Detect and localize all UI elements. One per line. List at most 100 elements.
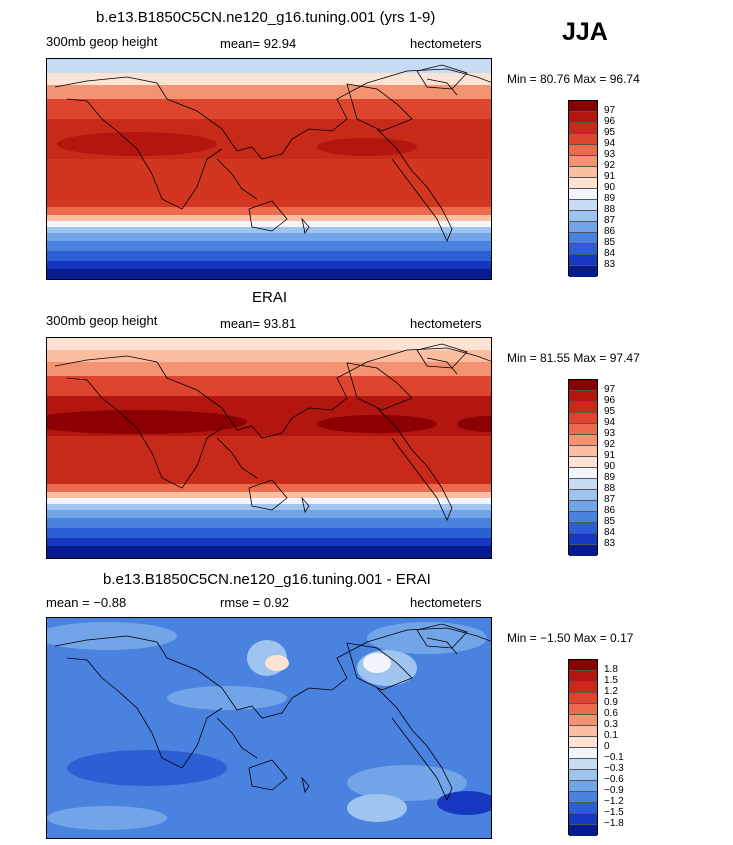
panel-2-colorbar-label: 91: [604, 450, 616, 461]
panel-3-colorbar-label: −1.2: [604, 796, 624, 807]
panel-3-minmax: Min = −1.50 Max = 0.17: [507, 631, 634, 645]
panel-2-colorbar-swatch: [569, 512, 597, 523]
panel-3-colorbar-swatch: [569, 726, 597, 737]
panel-3-colorbar-swatch: [569, 737, 597, 748]
panel-3-contour-field: [47, 618, 491, 838]
panel-3-colorbar-swatch: [569, 770, 597, 781]
panel-3-colorbar-label: −0.6: [604, 774, 624, 785]
panel-2-colorbar-label: 83: [604, 538, 616, 549]
panel-2-colorbar-swatch: [569, 402, 597, 413]
panel-3-colorbar-swatch: [569, 803, 597, 814]
panel-1-colorbar-swatch: [569, 200, 597, 211]
panel-3-colorbar-swatch: [569, 671, 597, 682]
panel-3-colorbar-label: −0.3: [604, 763, 624, 774]
panel-2-colorbar-swatch: [569, 457, 597, 468]
panel-1-colorbar-label: 92: [604, 160, 616, 171]
panel-1-colorbar-swatch: [569, 134, 597, 145]
panel-1-colorbar-swatch: [569, 233, 597, 244]
panel-1-colorbar-label: 95: [604, 127, 616, 138]
panel-3-mean: mean = −0.88: [46, 595, 127, 610]
panel-2-colorbar-swatch: [569, 501, 597, 512]
panel-1-colorbar-swatch: [569, 145, 597, 156]
panel-3-map: [46, 617, 492, 839]
panel-1-colorbar-swatch: [569, 112, 597, 123]
panel-3-colorbar-swatch: [569, 715, 597, 726]
panel-3-rmse: rmse = 0.92: [220, 595, 290, 610]
panel-1-colorbar-label: 83: [604, 259, 616, 270]
panel-1-map: [46, 58, 492, 280]
panel-3-colorbar-swatch: [569, 682, 597, 693]
panel-3-colorbar-label: 1.2: [604, 686, 618, 697]
panel-2-colorbar-swatch: [569, 391, 597, 402]
panel-1-colorbar-label: 93: [604, 149, 616, 160]
panel-2-colorbar-swatch: [569, 545, 597, 556]
panel-2-colorbar-label: 87: [604, 494, 616, 505]
panel-1-contour-field: [47, 59, 491, 279]
panel-1-colorbar-swatch: [569, 211, 597, 222]
panel-2-colorbar-label: 84: [604, 527, 616, 538]
panel-1-colorbar-swatch: [569, 123, 597, 134]
panel-2-units: hectometers: [410, 316, 482, 331]
panel-2-field-label: 300mb geop height: [46, 313, 158, 328]
panel-1-colorbar-label: 89: [604, 193, 616, 204]
panel-1-colorbar-label: 84: [604, 248, 616, 259]
panel-2-colorbar-swatch: [569, 380, 597, 391]
panel-2-colorbar-label: 85: [604, 516, 616, 527]
panel-2-colorbar-label: 89: [604, 472, 616, 483]
panel-1-colorbar-label: 91: [604, 171, 616, 182]
panel-2-colorbar-label: 93: [604, 428, 616, 439]
panel-2-colorbar-label: 86: [604, 505, 616, 516]
panel-3-colorbar-swatch: [569, 704, 597, 715]
panel-2-colorbar: [568, 379, 598, 556]
panel-1-colorbar-swatch: [569, 266, 597, 277]
panel-3-colorbar-label: 1.5: [604, 675, 618, 686]
panel-3-colorbar-swatch: [569, 693, 597, 704]
panel-3-colorbar-label: 0.9: [604, 697, 618, 708]
panel-3-colorbar: [568, 659, 598, 836]
panel-2-mean: mean= 93.81: [220, 316, 297, 331]
panel-3-colorbar-swatch: [569, 781, 597, 792]
panel-1-colorbar-swatch: [569, 178, 597, 189]
panel-1-colorbar-swatch: [569, 101, 597, 112]
panel-2-colorbar-label: 95: [604, 406, 616, 417]
panel-2-colorbar-swatch: [569, 479, 597, 490]
panel-1-colorbar-label: 88: [604, 204, 616, 215]
panel-3-colorbar-label: 0: [604, 741, 610, 752]
panel-1-colorbar-swatch: [569, 222, 597, 233]
panel-2-colorbar-label: 97: [604, 384, 616, 395]
panel-1-minmax: Min = 80.76 Max = 96.74: [507, 72, 640, 86]
panel-1-title: b.e13.B1850C5CN.ne120_g16.tuning.001 (yr…: [96, 9, 436, 26]
panel-1-colorbar-label: 85: [604, 237, 616, 248]
panel-3-title: b.e13.B1850C5CN.ne120_g16.tuning.001 - E…: [103, 571, 431, 588]
panel-3-colorbar-swatch: [569, 759, 597, 770]
panel-2-colorbar-swatch: [569, 490, 597, 501]
panel-3-colorbar-label: 1.8: [604, 664, 618, 675]
panel-2-map: [46, 337, 492, 559]
panel-3-units: hectometers: [410, 595, 482, 610]
season-label: JJA: [562, 18, 608, 46]
panel-3-colorbar-label: −1.8: [604, 818, 624, 829]
panel-1-units: hectometers: [410, 36, 482, 51]
panel-2-colorbar-label: 88: [604, 483, 616, 494]
panel-3-colorbar-label: 0.3: [604, 719, 618, 730]
panel-2-colorbar-swatch: [569, 413, 597, 424]
panel-3-colorbar-swatch: [569, 748, 597, 759]
panel-1-colorbar-swatch: [569, 244, 597, 255]
panel-2-colorbar-swatch: [569, 534, 597, 545]
panel-3-colorbar-label: −0.1: [604, 752, 624, 763]
panel-2-title: ERAI: [252, 289, 288, 306]
panel-2-colorbar-label: 90: [604, 461, 616, 472]
panel-2-colorbar-swatch: [569, 424, 597, 435]
panel-1-colorbar-swatch: [569, 167, 597, 178]
panel-2-colorbar-label: 94: [604, 417, 616, 428]
panel-3-colorbar-swatch: [569, 792, 597, 803]
panel-3-colorbar-swatch: [569, 814, 597, 825]
panel-1-colorbar-label: 97: [604, 105, 616, 116]
panel-1-colorbar-label: 86: [604, 226, 616, 237]
panel-3-colorbar-swatch: [569, 825, 597, 836]
panel-2-colorbar-label: 96: [604, 395, 616, 406]
panel-1-mean: mean= 92.94: [220, 36, 297, 51]
panel-2-colorbar-swatch: [569, 446, 597, 457]
panel-3-colorbar-label: −0.9: [604, 785, 624, 796]
panel-1-colorbar-label: 87: [604, 215, 616, 226]
